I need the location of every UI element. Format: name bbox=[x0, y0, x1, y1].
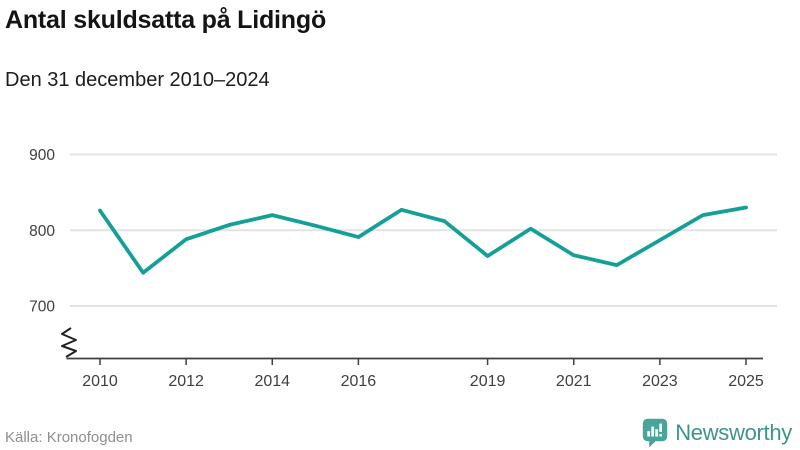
y-tick-label-900: 900 bbox=[29, 147, 55, 164]
x-tick-label-2021: 2021 bbox=[556, 373, 592, 390]
data-line-series bbox=[98, 205, 748, 275]
y-tick-label-700: 700 bbox=[29, 299, 55, 316]
x-tick-label-2025: 2025 bbox=[728, 373, 764, 390]
x-tick-label-2010: 2010 bbox=[82, 373, 118, 390]
speech-bubble-pin-icon bbox=[642, 418, 668, 448]
newsworthy-logo-icon bbox=[642, 418, 668, 448]
x-tick-label-2023: 2023 bbox=[642, 373, 678, 390]
y-tick-label-800: 800 bbox=[29, 223, 55, 240]
bar-chart-exclamation-icon bbox=[647, 423, 663, 437]
x-tick-label-2014: 2014 bbox=[254, 373, 290, 390]
source-note: Källa: Kronofogden bbox=[5, 429, 133, 446]
page-title: Antal skuldsatta på Lidingö bbox=[5, 6, 327, 34]
x-tick-label-2016: 2016 bbox=[341, 373, 377, 390]
page-subtitle: Den 31 december 2010–2024 bbox=[5, 69, 270, 91]
newsworthy-wordmark: Newsworthy bbox=[675, 420, 792, 445]
x-tick-label-2012: 2012 bbox=[168, 373, 204, 390]
newsworthy-logo: Newsworthy bbox=[642, 418, 792, 448]
axis-break-icon bbox=[61, 327, 77, 358]
x-tick-label-2019: 2019 bbox=[470, 373, 506, 390]
